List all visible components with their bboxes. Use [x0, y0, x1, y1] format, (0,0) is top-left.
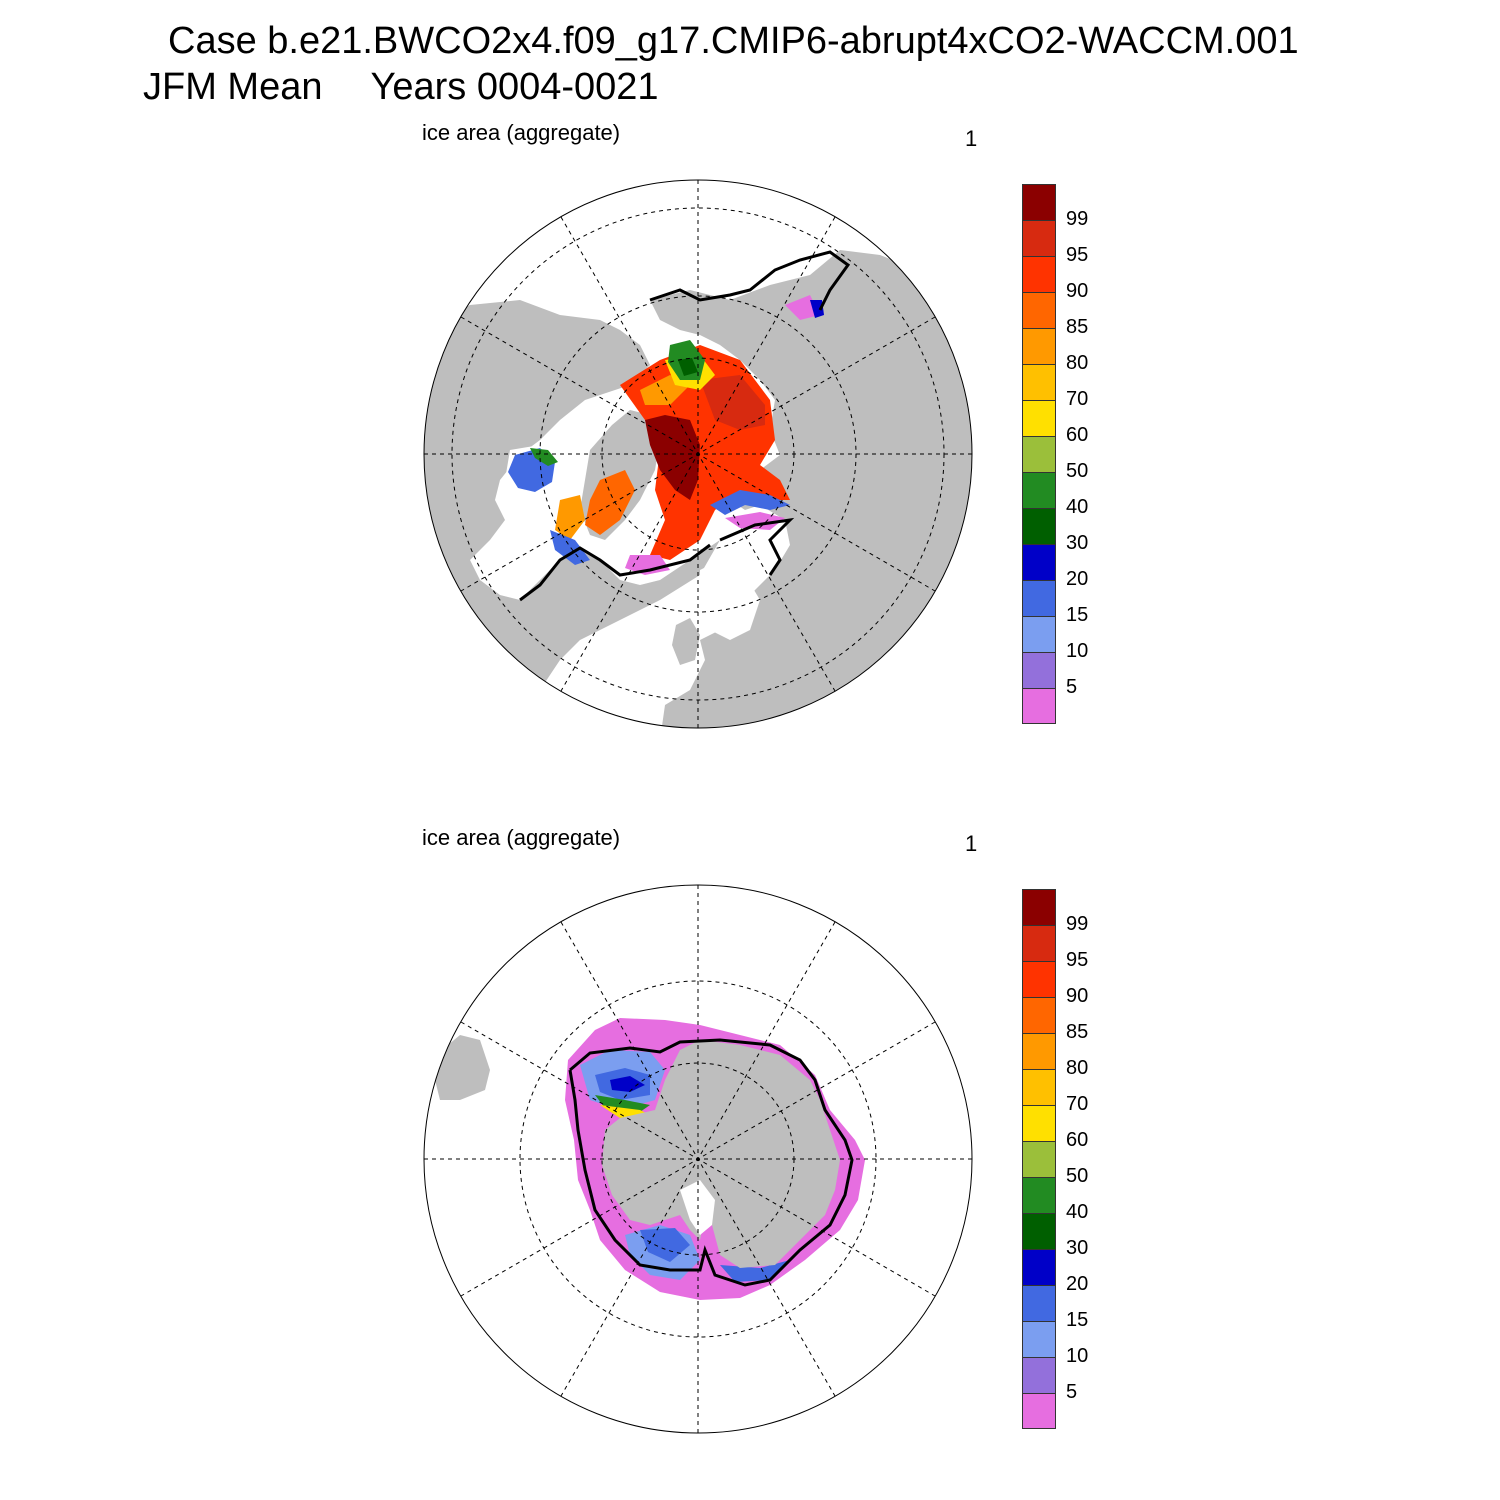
north-colorbar-swatch [1022, 292, 1056, 328]
bering-ice-blue [810, 300, 824, 318]
south-colorbar-label: 99 [1066, 913, 1089, 935]
south-panel-number: 1 [965, 831, 978, 856]
north-colorbar-swatch [1022, 688, 1056, 724]
south-colorbar-swatch [1022, 925, 1056, 961]
arctic-ice-darkgreen [678, 358, 698, 376]
north-colorbar-swatch [1022, 220, 1056, 256]
south-colorbar-label: 80 [1066, 1057, 1089, 1079]
south-colorbar-label: 20 [1066, 1273, 1089, 1295]
antarctic-ice-navy [610, 1076, 645, 1092]
north-colorbar-swatch [1022, 544, 1056, 580]
baltic-sea [700, 560, 760, 640]
south-colorbar-swatch [1022, 1285, 1056, 1321]
north-america-land [424, 300, 720, 728]
south-polar-map [423, 884, 973, 1434]
ross-ice-royal [640, 1228, 690, 1262]
years-label: Years 0004-0021 [370, 66, 659, 108]
north-colorbar-swatch [1022, 580, 1056, 616]
south-colorbar-label: 40 [1066, 1201, 1089, 1223]
north-colorbar-swatch [1022, 616, 1056, 652]
south-colorbar-swatch [1022, 1105, 1056, 1141]
north-colorbar-label: 90 [1066, 280, 1089, 302]
arctic-ice-core [645, 415, 700, 500]
north-colorbar-label: 20 [1066, 568, 1089, 590]
north-colorbar-label: 5 [1066, 676, 1078, 698]
south-colorbar-swatch [1022, 1033, 1056, 1069]
south-colorbar-label: 5 [1066, 1381, 1078, 1403]
south-colorbar-swatch [1022, 1321, 1056, 1357]
north-colorbar-swatch [1022, 256, 1056, 292]
south-colorbar-label: 70 [1066, 1093, 1089, 1115]
north-colorbar-swatch [1022, 184, 1056, 220]
iceland-ice-pink [625, 555, 670, 575]
south-colorbar-label: 30 [1066, 1237, 1089, 1259]
south-colorbar-label: 95 [1066, 949, 1089, 971]
south-colorbar-label: 85 [1066, 1021, 1089, 1043]
south-colorbar-swatch [1022, 1249, 1056, 1285]
north-colorbar-label: 70 [1066, 388, 1089, 410]
south-colorbar-label: 50 [1066, 1165, 1089, 1187]
south-colorbar [1022, 889, 1056, 1429]
south-colorbar-label: 10 [1066, 1345, 1089, 1367]
north-colorbar-label: 15 [1066, 604, 1089, 626]
antarctica-land [602, 1040, 840, 1268]
south-colorbar-swatch [1022, 1357, 1056, 1393]
north-colorbar-label: 30 [1066, 532, 1089, 554]
south-colorbar-swatch [1022, 1393, 1056, 1429]
north-colorbar-label: 85 [1066, 316, 1089, 338]
north-colorbar-swatch [1022, 328, 1056, 364]
british-isles-land [672, 618, 700, 665]
hudson-ice-green [530, 448, 558, 466]
period-title: JFM Mean Years 0004-0021 [143, 66, 659, 109]
eurasia-land [650, 250, 972, 728]
south-colorbar-swatch [1022, 1141, 1056, 1177]
north-panel-label: ice area (aggregate) [422, 120, 621, 145]
north-colorbar-label: 99 [1066, 208, 1089, 230]
north-colorbar-swatch [1022, 472, 1056, 508]
labrador-ice [555, 495, 585, 540]
north-colorbar-swatch [1022, 364, 1056, 400]
north-polar-map [423, 179, 973, 729]
case-title: Case b.e21.BWCO2x4.f09_g17.CMIP6-abrupt4… [168, 20, 1299, 62]
season-label: JFM Mean [143, 66, 323, 108]
north-colorbar-label: 60 [1066, 424, 1089, 446]
south-colorbar-swatch [1022, 1069, 1056, 1105]
north-colorbar [1022, 184, 1056, 724]
north-colorbar-label: 80 [1066, 352, 1089, 374]
greenland-sea-ice-pink [725, 512, 785, 530]
south-colorbar-swatch [1022, 1213, 1056, 1249]
baffin-ice [585, 470, 635, 535]
south-colorbar-swatch [1022, 961, 1056, 997]
north-colorbar-swatch [1022, 400, 1056, 436]
south-colorbar-swatch [1022, 997, 1056, 1033]
labrador-ice-blue [550, 530, 590, 565]
south-panel-label: ice area (aggregate) [422, 825, 621, 850]
south-colorbar-label: 60 [1066, 1129, 1089, 1151]
north-colorbar-label: 40 [1066, 496, 1089, 518]
south-america-land [430, 1035, 490, 1100]
north-colorbar-label: 95 [1066, 244, 1089, 266]
south-colorbar-swatch [1022, 1177, 1056, 1213]
north-colorbar-label: 50 [1066, 460, 1089, 482]
south-colorbar-label: 15 [1066, 1309, 1089, 1331]
south-colorbar-label: 90 [1066, 985, 1089, 1007]
north-colorbar-swatch [1022, 508, 1056, 544]
south-colorbar-swatch [1022, 889, 1056, 925]
north-colorbar-swatch [1022, 652, 1056, 688]
north-ice-edge-contour [519, 250, 851, 602]
arctic-ice-mid [700, 375, 765, 430]
south-ice-edge-contour [568, 1038, 854, 1287]
north-colorbar-swatch [1022, 436, 1056, 472]
north-colorbar-label: 10 [1066, 640, 1089, 662]
north-panel-number: 1 [965, 126, 978, 151]
